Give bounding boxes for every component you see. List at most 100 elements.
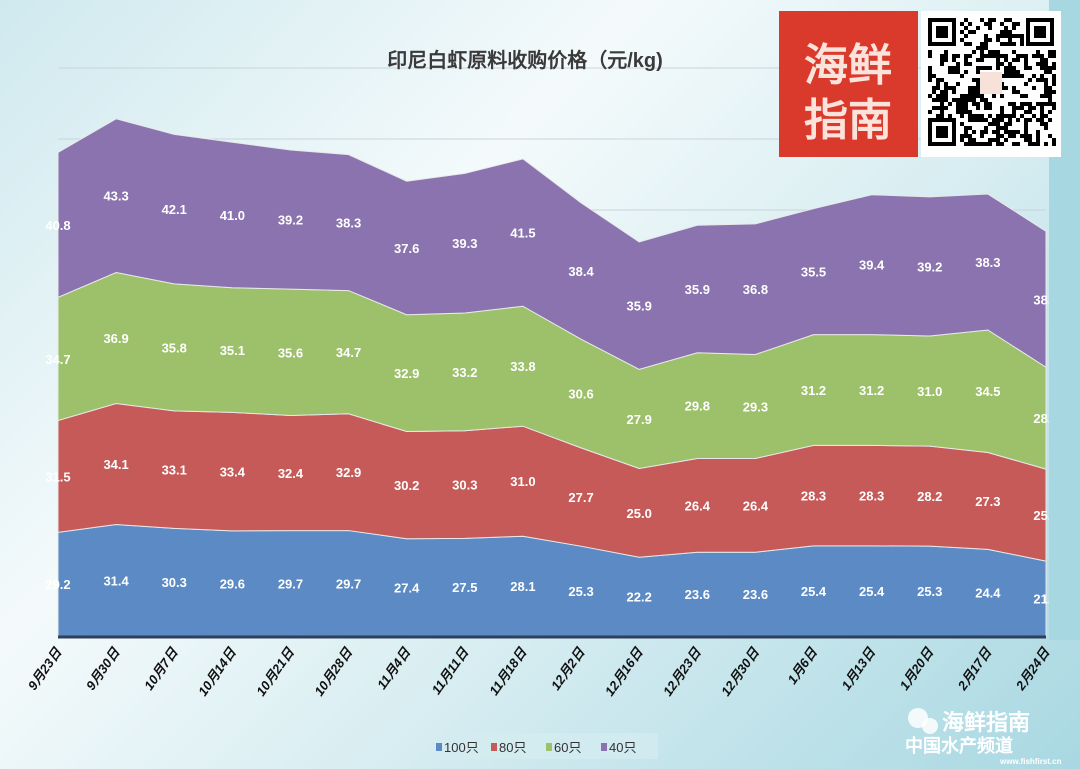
x-tick-label: 10月7日 xyxy=(141,644,181,692)
data-label: 34.7 xyxy=(45,352,70,367)
data-label: 33.1 xyxy=(162,463,187,478)
data-label: 30.2 xyxy=(394,478,419,493)
data-label: 31.5 xyxy=(45,469,70,484)
data-label: 23.6 xyxy=(685,587,710,602)
data-label: 31.2 xyxy=(801,383,826,398)
logo-text-top: 海鲜 xyxy=(804,41,892,90)
data-label: 36.9 xyxy=(103,331,128,346)
data-label: 40.8 xyxy=(45,218,70,233)
data-label: 35.9 xyxy=(685,282,710,297)
logo-background xyxy=(779,11,918,157)
data-label: 38.4 xyxy=(568,264,594,279)
x-tick-label: 2月24日 xyxy=(1012,644,1053,693)
data-label: 25.3 xyxy=(917,584,942,599)
legend-swatch xyxy=(546,743,552,751)
data-label: 39.2 xyxy=(917,259,942,274)
data-label: 32.9 xyxy=(394,366,419,381)
x-tick-label: 10月14日 xyxy=(195,644,239,698)
data-label: 24.4 xyxy=(975,586,1001,601)
data-label: 31.2 xyxy=(859,383,884,398)
data-label: 32.4 xyxy=(278,466,304,481)
data-label: 34.1 xyxy=(103,457,128,472)
data-label: 28.3 xyxy=(801,489,826,504)
data-label: 29.2 xyxy=(45,577,70,592)
legend: 100只 80只 60只 40只 xyxy=(426,733,658,759)
data-label: 42.1 xyxy=(162,202,187,217)
x-tick-label: 2月17日 xyxy=(954,644,995,693)
data-label: 27.9 xyxy=(627,412,652,427)
x-tick-label: 9月30日 xyxy=(83,644,123,692)
legend-label: 80只 xyxy=(499,740,526,755)
data-label: 22.2 xyxy=(627,590,652,605)
data-label: 28.1 xyxy=(510,579,535,594)
x-tick-label: 12月30日 xyxy=(718,644,762,698)
x-tick-label: 10月21日 xyxy=(253,644,297,698)
data-label: 33.4 xyxy=(220,465,246,480)
watermark: 海鲜指南 中国水产频道 www.fishfirst.cn xyxy=(905,708,1062,766)
legend-swatch xyxy=(601,743,607,751)
legend-label: 60只 xyxy=(554,740,581,755)
data-label: 31.4 xyxy=(103,573,129,588)
data-label: 43.3 xyxy=(103,189,128,204)
x-tick-labels: 9月23日 9月30日 10月7日 10月14日 10月21日 10月28日 11月4日 11… xyxy=(25,644,1053,698)
data-label: 29.7 xyxy=(336,576,361,591)
data-label: 35.5 xyxy=(801,265,826,280)
x-tick-label: 12月16日 xyxy=(602,644,646,698)
x-tick-label: 11月18日 xyxy=(486,644,530,698)
logo: 海鲜 指南 xyxy=(779,11,918,157)
data-label: 27.4 xyxy=(394,580,420,595)
data-label: 41.5 xyxy=(510,226,535,241)
chart-title: 印尼白虾原料收购价格（元/kg) xyxy=(387,48,663,72)
data-label: 35.8 xyxy=(162,340,187,355)
data-label: 25.3 xyxy=(568,584,593,599)
watermark-url: www.fishfirst.cn xyxy=(999,757,1062,766)
data-label: 30.3 xyxy=(162,575,187,590)
series-areas xyxy=(57,118,1047,637)
data-label: 28.3 xyxy=(859,489,884,504)
x-tick-label: 10月28日 xyxy=(311,644,355,698)
legend-box xyxy=(426,733,658,759)
data-label: 28.2 xyxy=(917,489,942,504)
data-label: 30.6 xyxy=(568,387,593,402)
data-label: 26.4 xyxy=(685,498,711,513)
data-label: 33.2 xyxy=(452,365,477,380)
data-label: 25.0 xyxy=(627,506,652,521)
x-tick-label: 11月11日 xyxy=(429,644,472,697)
data-label: 39.2 xyxy=(278,213,303,228)
data-label: 41.0 xyxy=(220,208,245,223)
data-label: 29.8 xyxy=(685,399,710,414)
legend-label: 40只 xyxy=(609,740,636,755)
data-label: 31.0 xyxy=(510,474,535,489)
legend-swatch xyxy=(491,743,497,751)
data-label: 27.5 xyxy=(452,580,477,595)
area-40只 xyxy=(57,118,1047,370)
data-label: 29.3 xyxy=(743,399,768,414)
logo-text-bottom: 指南 xyxy=(804,96,892,145)
watermark-channel: 中国水产频道 xyxy=(905,735,1013,756)
legend-label: 100只 xyxy=(444,740,479,755)
data-label: 23.6 xyxy=(743,587,768,602)
data-label: 38.3 xyxy=(975,255,1000,270)
data-label: 35.6 xyxy=(278,345,303,360)
data-label: 39.4 xyxy=(859,258,885,273)
x-tick-label: 1月20日 xyxy=(897,644,937,692)
x-tick-label: 12月23日 xyxy=(660,644,704,698)
data-label: 36.8 xyxy=(743,282,768,297)
data-label: 39.3 xyxy=(452,236,477,251)
data-label: 26.4 xyxy=(743,498,769,513)
data-label: 27.7 xyxy=(568,490,593,505)
data-label: 32.9 xyxy=(336,465,361,480)
data-label: 31.0 xyxy=(917,384,942,399)
data-label: 34.7 xyxy=(336,345,361,360)
data-label: 35.1 xyxy=(220,343,245,358)
x-tick-label: 11月4日 xyxy=(374,644,414,692)
data-label: 25.4 xyxy=(859,584,885,599)
data-label: 38.3 xyxy=(336,216,361,231)
legend-swatch xyxy=(436,743,442,751)
wechat-icon-bubble xyxy=(922,718,938,734)
data-label: 34.5 xyxy=(975,384,1000,399)
data-label: 29.7 xyxy=(278,576,303,591)
data-label: 25.4 xyxy=(801,584,827,599)
data-label: 27.3 xyxy=(975,494,1000,509)
